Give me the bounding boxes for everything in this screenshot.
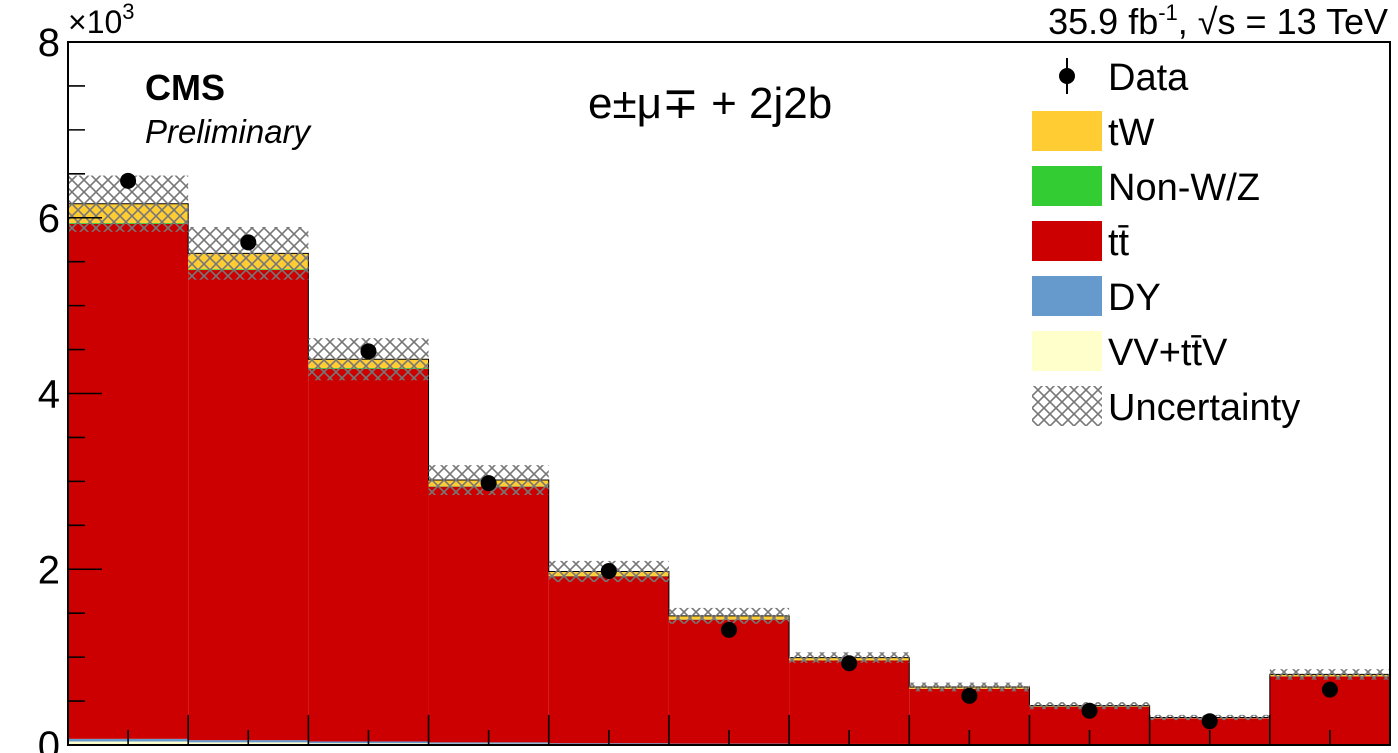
energy-label: , √s = 13 TeV (1178, 1, 1388, 42)
y-tick-label-8: 8 (38, 21, 60, 65)
experiment-label: CMS (145, 67, 225, 108)
data-point-10 (1321, 681, 1338, 698)
legend-item-0: Data (1059, 57, 1189, 99)
legend-label: Non-W/Z (1108, 167, 1260, 209)
lumi-value: 35.9 fb (1048, 1, 1158, 42)
legend-label: tW (1108, 112, 1155, 154)
bar-tt̄-3 (428, 486, 549, 743)
legend-swatch (1032, 166, 1102, 206)
lumi-superscript: -1 (1158, 0, 1178, 25)
legend-item-3: tt̄ (1032, 221, 1130, 264)
legend-marker (1059, 68, 1075, 84)
legend-swatch (1032, 331, 1102, 371)
bar-tt̄-1 (188, 270, 309, 741)
bar-tt̄-2 (308, 368, 429, 742)
legend-hatch-swatch (1032, 386, 1102, 426)
uncertainty-band-5 (668, 607, 790, 624)
legend-item-4: DY (1032, 276, 1161, 319)
data-point-5 (721, 621, 737, 638)
uncertainty-band-10 (1269, 669, 1390, 680)
legend-label: tt̄ (1108, 222, 1130, 264)
y-tick-label-2: 2 (38, 548, 60, 592)
data-point-7 (961, 687, 978, 704)
legend-item-1: tW (1032, 111, 1155, 154)
legend-item-2: Non-W/Z (1032, 166, 1260, 209)
y-tick-label-4: 4 (38, 373, 60, 417)
data-point-0 (120, 172, 137, 189)
channel-label: e±μ∓ + 2j2b (588, 79, 832, 128)
uncertainty-band-7 (909, 682, 1030, 692)
legend-item-5: VV+tt̄V (1032, 331, 1228, 374)
bar-tt̄-0 (68, 223, 189, 739)
bar-tt̄-5 (668, 619, 790, 744)
data-point-3 (480, 475, 497, 492)
y-tick-label-0: 0 (38, 724, 60, 753)
data-point-8 (1081, 702, 1098, 719)
legend-label: DY (1108, 277, 1161, 319)
legend-label: VV+tt̄V (1108, 332, 1228, 374)
lumi-label: 35.9 fb-1, √s = 13 TeV (1048, 0, 1388, 42)
legend-item-6: Uncertainty (1032, 386, 1300, 429)
legend-swatch (1032, 276, 1102, 316)
y-tick-label-6: 6 (38, 197, 60, 241)
stacked-bars (67, 203, 1391, 745)
legend-label: Uncertainty (1108, 387, 1300, 429)
exponent-power: 3 (122, 0, 134, 24)
legend-swatch (1032, 221, 1102, 261)
bar-tt̄-4 (548, 576, 669, 744)
exponent-label: ×103 (68, 0, 135, 40)
data-points (120, 172, 1338, 730)
status-label: Preliminary (145, 113, 313, 150)
data-point-4 (600, 563, 617, 580)
legend-swatch (1032, 111, 1102, 151)
legend-label: Data (1108, 57, 1189, 99)
data-point-9 (1201, 713, 1218, 730)
data-point-2 (360, 343, 377, 360)
data-point-1 (240, 234, 257, 251)
axis-ticks: 0 2 4 6 8 (38, 21, 1391, 753)
data-point-6 (841, 655, 858, 672)
legend: Data tW Non-W/Z tt̄ DY VV+tt̄V Uncertainty (1032, 57, 1300, 429)
exponent-base: ×10 (68, 4, 122, 40)
